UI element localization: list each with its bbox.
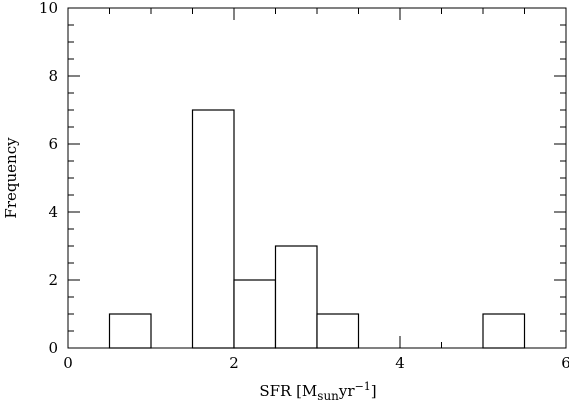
y-axis-label: Frequency xyxy=(2,137,20,219)
x-label-main: SFR [M xyxy=(259,382,317,400)
y-tick-label: 10 xyxy=(39,0,58,17)
x-label-end: ] xyxy=(371,382,377,400)
y-tick-label: 6 xyxy=(48,135,58,153)
x-label-sup: −1 xyxy=(355,380,371,393)
x-tick-label: 2 xyxy=(229,354,239,372)
y-tick-label: 0 xyxy=(48,339,58,357)
bar xyxy=(191,109,235,349)
bar xyxy=(233,279,277,349)
x-label-sub: sun xyxy=(317,389,339,402)
x-tick-label: 6 xyxy=(561,354,569,372)
y-tick-label: 2 xyxy=(48,271,58,289)
bar xyxy=(316,313,360,349)
y-tick-label: 4 xyxy=(48,203,58,221)
x-tick-label: 4 xyxy=(395,354,405,372)
x-axis-label: SFR [Msunyr−1] xyxy=(259,380,376,402)
bar xyxy=(274,245,318,349)
y-tick-label: 8 xyxy=(48,67,58,85)
x-tick-label: 0 xyxy=(63,354,73,372)
bar xyxy=(482,313,526,349)
x-label-mid: yr xyxy=(338,382,355,400)
bar xyxy=(108,313,152,349)
